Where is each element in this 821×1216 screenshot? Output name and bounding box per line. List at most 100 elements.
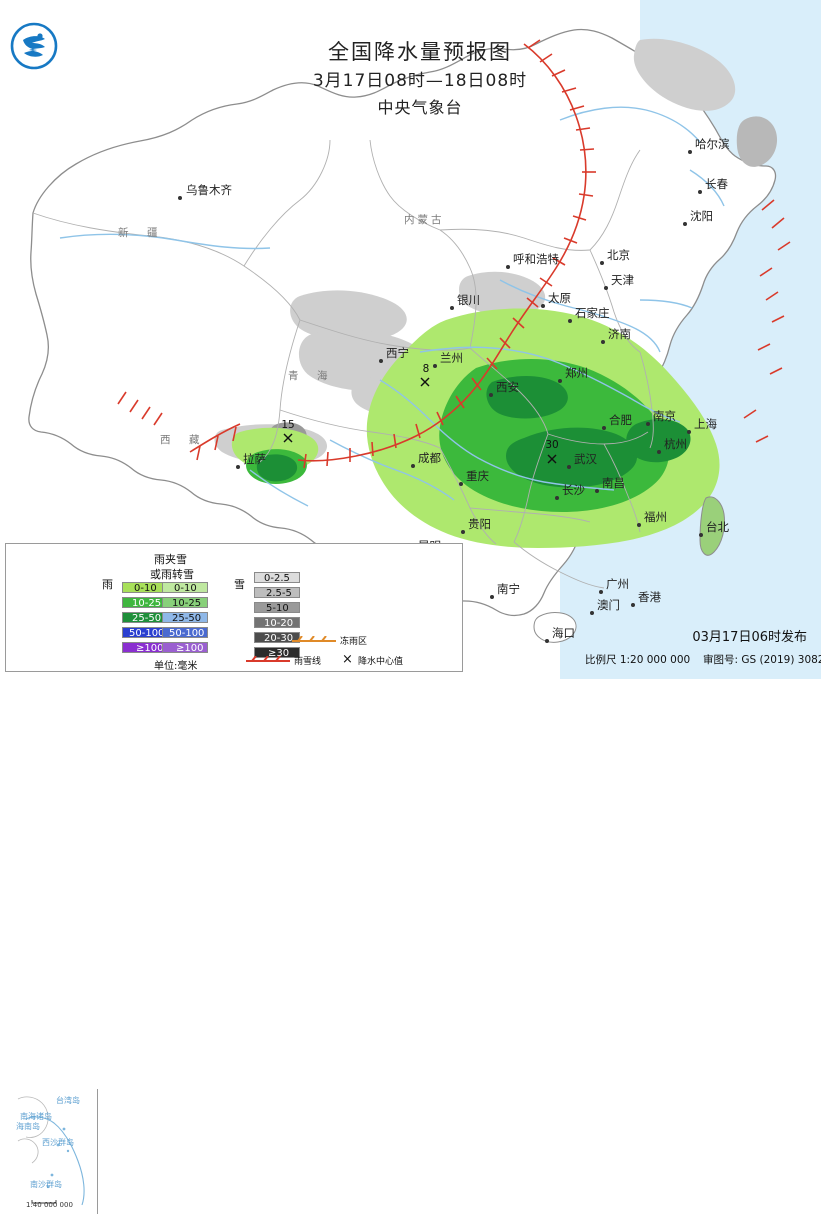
city-label-zhengzhou: 郑州	[565, 366, 588, 380]
legend-text-snow-1: 2.5-5	[266, 588, 292, 599]
city-dot	[558, 379, 562, 383]
inset-scale-text: 1:40 000 000	[26, 1201, 73, 1209]
city-label-xianggang: 香港	[638, 590, 661, 604]
issue-time: 03月17日06时发布	[692, 630, 807, 645]
center-value-30: 30	[540, 440, 564, 451]
city-dot	[490, 595, 494, 599]
legend-text-rain-1: 10-25	[132, 598, 162, 609]
city-dot	[411, 464, 415, 468]
city-dot	[699, 533, 703, 537]
legend-title-sleet-line1: 雨夹雪	[154, 553, 187, 566]
legend-swatch-snow-4	[254, 632, 300, 643]
city-dot	[379, 359, 383, 363]
legend-swatch-sleet-1	[162, 597, 208, 608]
city-dot	[545, 639, 549, 643]
province-label-qinghai: 青 海	[288, 370, 332, 382]
city-dot	[604, 286, 608, 290]
city-dot	[450, 306, 454, 310]
legend-swatch-sleet-2	[162, 612, 208, 623]
center-value-text: 30	[545, 439, 559, 451]
city-dot	[541, 304, 545, 308]
inset-label-taiwan: 台湾岛	[56, 1096, 80, 1105]
legend-text-rain-0: 0-10	[134, 583, 157, 594]
city-dot	[568, 319, 572, 323]
snow-line-symbol	[246, 656, 290, 662]
city-label-aomen: 澳门	[597, 598, 620, 612]
city-dot	[459, 482, 463, 486]
city-dot	[461, 530, 465, 534]
icing-zone-symbol	[292, 636, 336, 642]
rivers	[59, 106, 725, 507]
city-dot	[600, 261, 604, 265]
legend-center-symbol: ×	[342, 652, 353, 667]
province-label-neimenggu: 内蒙古	[404, 214, 445, 226]
city-dot	[631, 603, 635, 607]
inset-label-hainan: 海南岛	[16, 1122, 40, 1131]
south-china-sea-inset: 南海诸岛 台湾岛 海南岛 西沙群岛 南沙群岛 1:40 000 000	[12, 1089, 98, 1214]
legend-text-sleet-4: ≥100	[176, 643, 204, 654]
center-value-text: 8	[422, 363, 430, 375]
city-label-hangzhou: 杭州	[664, 437, 687, 451]
legend-text-rain-3: 50-100	[129, 628, 165, 639]
inset-label-xisha: 西沙群岛	[42, 1138, 74, 1147]
city-dot	[637, 523, 641, 527]
city-label-jinan: 济南	[608, 327, 631, 341]
city-label-chongqing: 重庆	[466, 469, 489, 483]
city-dot	[489, 393, 493, 397]
city-label-shenyang: 沈阳	[690, 209, 713, 223]
legend-text-rain-4: ≥100	[136, 643, 164, 654]
legend-swatch-snow-3	[254, 617, 300, 628]
legend-text-rain-2: 25-50	[132, 613, 162, 624]
city-label-wuhan: 武汉	[574, 452, 597, 466]
city-dot	[555, 496, 559, 500]
city-dot	[601, 340, 605, 344]
city-label-yinchuan: 银川	[457, 293, 480, 307]
city-label-guangzhou: 广州	[606, 577, 629, 591]
city-label-hefei: 合肥	[609, 413, 632, 427]
legend-unit-label: 单位:毫米	[154, 661, 198, 672]
legend-text-snow-3: 10-20	[264, 618, 294, 629]
approval-number: 审图号: GS (2019) 3082号	[703, 654, 821, 666]
legend-text-snow-0: 0-2.5	[264, 573, 290, 584]
cma-logo-icon	[10, 22, 58, 70]
legend-text-snow-4: 20-30	[264, 633, 294, 644]
legend-text-sleet-0: 0-10	[174, 583, 197, 594]
city-dot	[698, 190, 702, 194]
city-label-huhehaote: 呼和浩特	[513, 252, 559, 266]
rain-area-dark	[256, 376, 691, 488]
city-dot	[687, 430, 691, 434]
inset-label-nansha: 南沙群岛	[30, 1180, 62, 1189]
province-boundaries	[32, 139, 654, 589]
legend-swatch-sleet-0	[162, 582, 208, 593]
city-label-shijiazhuang: 石家庄	[575, 306, 610, 320]
legend-title-sleet-line2: 或雨转雪	[150, 568, 194, 581]
legend-title-snow: 雪	[234, 578, 245, 591]
legend-swatch-sleet-3	[162, 627, 208, 638]
city-label-changsha: 长沙	[562, 483, 585, 497]
city-label-lasa: 拉萨	[243, 452, 266, 466]
city-label-fuzhou: 福州	[644, 510, 667, 524]
city-label-xining: 西宁	[386, 346, 409, 360]
legend-swatch-snow-2	[254, 602, 300, 613]
forecast-period: 3月17日08时—18日08时	[312, 71, 528, 91]
city-dot	[657, 450, 661, 454]
city-dot	[683, 222, 687, 226]
map-page: 全国降水量预报图 3月17日08时—18日08时 中央气象台 新 疆 西 藏 青…	[5, 0, 821, 1214]
center-value-15: 15	[276, 420, 300, 431]
province-label-xinjiang: 新 疆	[118, 227, 162, 239]
legend-title-rain: 雨	[102, 578, 113, 591]
city-label-nanning: 南宁	[497, 582, 520, 596]
city-dot	[506, 265, 510, 269]
city-dot	[646, 422, 650, 426]
city-dot	[688, 150, 692, 154]
center-markers	[283, 377, 557, 464]
city-label-taiyuan: 太原	[548, 291, 571, 305]
city-dot	[236, 465, 240, 469]
city-label-beijing: 北京	[607, 248, 630, 262]
legend-swatch-snow-1	[254, 587, 300, 598]
city-label-lanzhou: 兰州	[440, 351, 463, 365]
scale-text: 比例尺 1:20 000 000	[585, 654, 691, 666]
map-title-block: 全国降水量预报图 3月17日08时—18日08时 中央气象台	[300, 38, 540, 120]
city-label-guiyang: 贵阳	[468, 517, 491, 531]
city-label-urumqi: 乌鲁木齐	[186, 183, 232, 197]
